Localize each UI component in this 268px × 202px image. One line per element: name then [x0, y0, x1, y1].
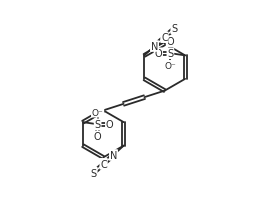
Text: S: S — [167, 49, 173, 59]
Text: S: S — [95, 120, 101, 130]
Text: O⁻: O⁻ — [165, 61, 176, 70]
Text: C: C — [161, 33, 168, 43]
Text: O: O — [155, 49, 162, 59]
Text: O: O — [106, 120, 113, 130]
Text: N: N — [151, 42, 158, 52]
Text: C: C — [100, 159, 107, 169]
Text: N: N — [110, 150, 117, 160]
Text: O⁻: O⁻ — [92, 108, 103, 117]
Text: S: S — [91, 168, 97, 178]
Text: O: O — [167, 37, 174, 47]
Text: S: S — [171, 24, 177, 34]
Text: O: O — [94, 132, 101, 142]
